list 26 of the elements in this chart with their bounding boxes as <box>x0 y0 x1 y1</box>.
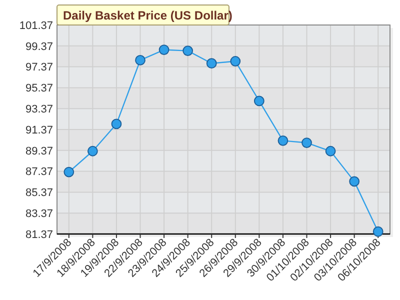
point <box>302 138 312 148</box>
y-tick-label: 85.37 <box>25 187 53 200</box>
y-tick-label: 81.37 <box>25 228 53 241</box>
point <box>87 146 98 156</box>
y-tick-label: 101.37 <box>19 20 53 32</box>
y-tick-label: 99.37 <box>25 40 53 53</box>
chart-title: Daily Basket Price (US Dollar) <box>63 8 232 22</box>
y-tick-label: 89.37 <box>25 145 53 158</box>
point <box>372 226 384 237</box>
point <box>230 56 241 66</box>
y-tick-label: 95.37 <box>25 82 53 95</box>
y-tick-label: 91.37 <box>25 124 53 136</box>
point <box>349 176 360 187</box>
point <box>278 135 288 146</box>
y-tick-label: 97.37 <box>25 62 53 74</box>
point <box>325 146 336 156</box>
point <box>254 96 264 106</box>
point <box>135 55 146 66</box>
point <box>111 118 122 130</box>
y-tick-label: 87.37 <box>25 166 53 178</box>
point <box>158 44 170 55</box>
y-tick-label: 93.37 <box>25 103 53 116</box>
point <box>182 46 194 56</box>
point <box>64 166 74 178</box>
y-tick-label: 83.37 <box>25 208 53 220</box>
point <box>206 58 217 69</box>
